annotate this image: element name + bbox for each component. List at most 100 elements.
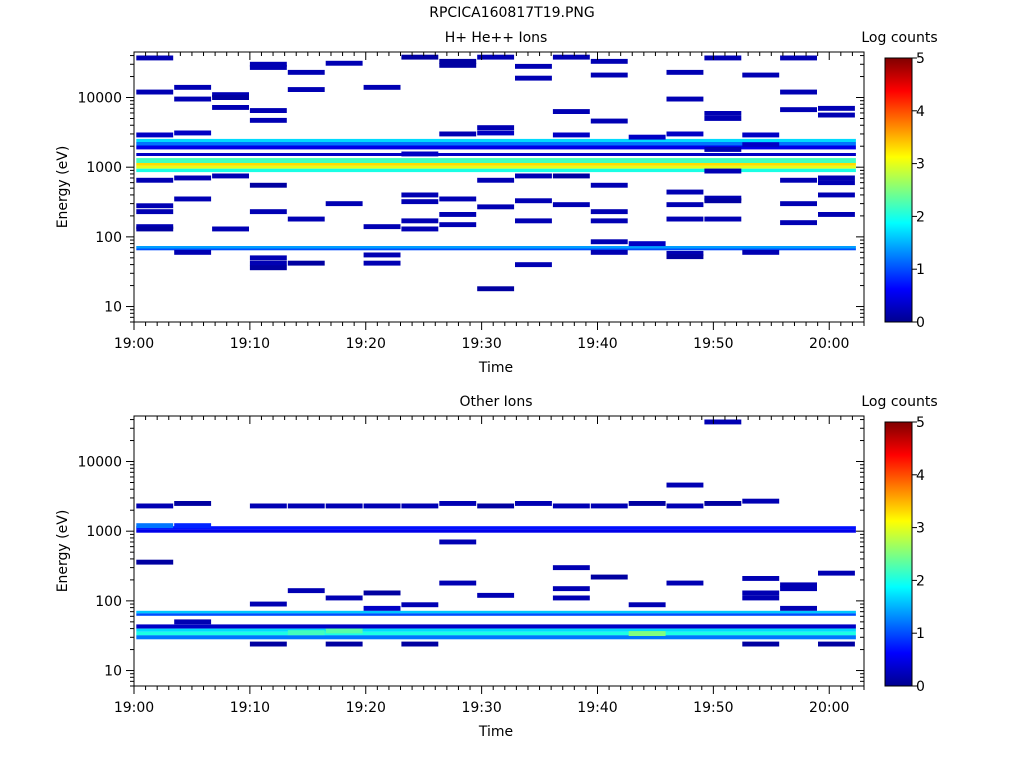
heatmap-cell (477, 286, 515, 292)
colorbar-tick-label: 2 (916, 573, 925, 589)
heatmap-cell (287, 260, 325, 266)
x-tick-label: 19:40 (577, 336, 617, 352)
heatmap-cell (325, 201, 363, 207)
heatmap-cell (174, 249, 212, 255)
panel-title: H+ He++ Ions (445, 30, 548, 46)
x-tick-label: 19:00 (114, 336, 154, 352)
heatmap-cell (742, 595, 780, 601)
heatmap-cell (515, 262, 552, 268)
heatmap-cell (628, 134, 666, 140)
y-axis-label: Energy (eV) (55, 510, 71, 593)
energy-band (136, 153, 856, 156)
heatmap-cell (477, 177, 515, 183)
heatmap-cell (287, 216, 325, 222)
energy-band (136, 168, 856, 173)
energy-band (136, 165, 856, 169)
x-tick-label: 20:00 (809, 700, 849, 716)
heatmap-cell (439, 212, 477, 217)
heatmap-cell (212, 92, 249, 98)
heatmap-cell (780, 586, 817, 592)
heatmap-cell (325, 641, 363, 647)
heatmap-cell (666, 250, 704, 256)
energy-band (136, 628, 856, 632)
heatmap-cell (363, 590, 401, 596)
heatmap-cell (552, 565, 590, 571)
heatmap-cell (780, 89, 817, 95)
heatmap-cell (136, 89, 174, 95)
heatmap-cell (249, 61, 287, 67)
heatmap-cell (704, 419, 742, 425)
heatmap-cell (136, 55, 174, 61)
heatmap-cell (818, 175, 855, 181)
x-tick-label: 19:10 (230, 700, 270, 716)
heatmap-cell (704, 501, 742, 506)
plot-frame (133, 415, 865, 687)
colorbar (884, 57, 913, 323)
heatmap-cell (552, 109, 590, 114)
heatmap-cell (515, 173, 552, 179)
heatmap-cell (287, 87, 325, 92)
heatmap-cell (552, 173, 590, 179)
heatmap-cell (590, 218, 628, 224)
heatmap-cell (666, 254, 704, 260)
energy-band (136, 631, 856, 636)
heatmap-cell (174, 523, 212, 529)
heatmap-cell (174, 196, 212, 202)
colorbar-label: Log counts (861, 394, 937, 410)
heatmap-cell (742, 641, 780, 647)
heatmap-cell (780, 55, 817, 61)
heatmap-cell (818, 212, 855, 217)
heatmap-cell (174, 175, 212, 181)
heatmap-cell (666, 482, 704, 488)
x-axis-label: Time (478, 360, 513, 376)
heatmap-cell (136, 132, 174, 138)
heatmap-cell (818, 112, 855, 118)
x-tick-label: 19:30 (461, 700, 501, 716)
energy-band (136, 526, 856, 530)
heatmap-cell (590, 503, 628, 509)
heatmap-cell (515, 218, 552, 224)
page-title: RPCICA160817T19.PNG (429, 5, 595, 21)
heatmap-cell (590, 182, 628, 188)
panel-title: Other Ions (459, 394, 532, 410)
heatmap-cell (249, 209, 287, 215)
energy-band (136, 529, 856, 533)
heatmap-cell (742, 72, 780, 78)
heatmap-cell (249, 641, 287, 647)
x-tick-label: 19:00 (114, 700, 154, 716)
heatmap-cell (212, 226, 249, 232)
heatmap-cell (742, 498, 780, 504)
heatmap-cell (363, 503, 401, 509)
energy-band (136, 610, 856, 614)
heatmap-cell (136, 503, 174, 509)
heatmap-cell (477, 130, 515, 136)
x-tick-label: 19:50 (693, 336, 733, 352)
heatmap-cell (401, 54, 439, 60)
heatmap-cell (666, 580, 704, 586)
y-tick-label: 1000 (86, 524, 122, 540)
y-tick-label: 10000 (77, 91, 122, 107)
colorbar-tick-label: 2 (916, 209, 925, 225)
energy-band (136, 246, 856, 249)
heatmap-cell (666, 189, 704, 195)
heatmap-cell (325, 628, 363, 634)
heatmap-cell (552, 503, 590, 509)
y-tick-label: 100 (95, 594, 122, 610)
heatmap-cell (249, 182, 287, 188)
heatmap-cell (325, 595, 363, 601)
energy-band (136, 138, 856, 142)
heatmap-cell (742, 590, 780, 596)
heatmap-cell (401, 192, 439, 198)
heatmap-cell (363, 260, 401, 266)
heatmap-cell (704, 147, 742, 152)
heatmap-cell (212, 173, 249, 179)
heatmap-cell (325, 60, 363, 66)
heatmap-cell (704, 198, 742, 204)
heatmap-cell (401, 218, 439, 224)
heatmap-cell (666, 131, 704, 137)
y-tick-label: 100 (95, 230, 122, 246)
heatmap-cell (628, 501, 666, 506)
heatmap-cell (363, 252, 401, 258)
colorbar-tick-label: 0 (916, 679, 925, 695)
